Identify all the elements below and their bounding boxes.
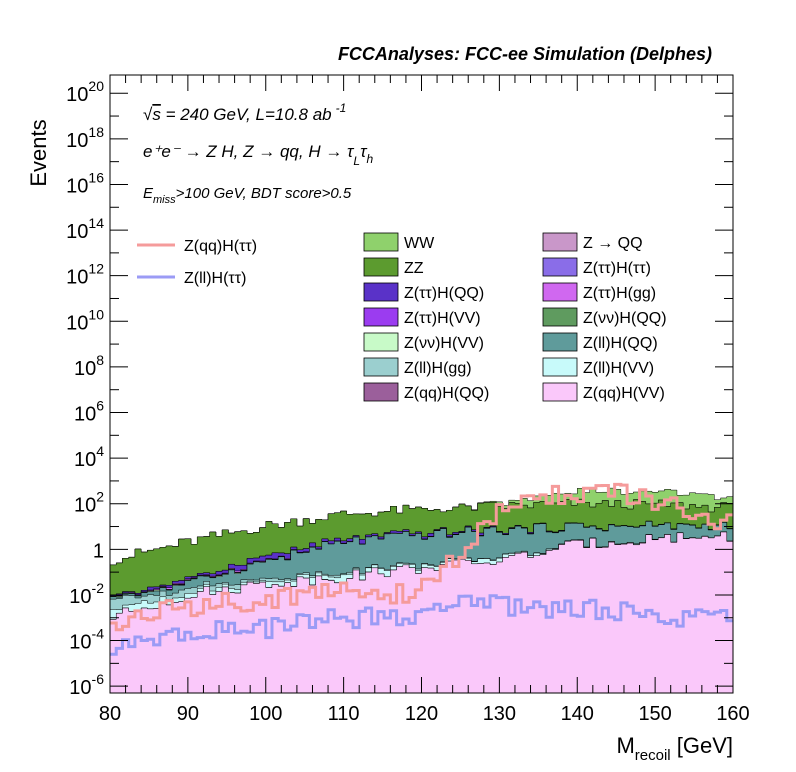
- legend-bkg-label: Z(ττ)H(gg): [583, 285, 656, 302]
- legend-bkg-swatch: [542, 257, 578, 277]
- y-tick-label: 10-6: [69, 671, 104, 699]
- y-tick-label: 1016: [66, 169, 104, 197]
- x-tick-label: 90: [177, 703, 199, 725]
- legend-bkg-swatch: [542, 232, 578, 252]
- legend-bkg-label: Z(νν)H(VV): [404, 335, 484, 352]
- y-axis: 10-6 10-4 10-2 1 102 104 106 108 1010 1012 1014 101…: [66, 78, 733, 699]
- legend-signal-label: Z(qq)H(ττ): [184, 238, 257, 255]
- y-axis-title: Events: [26, 119, 51, 186]
- x-axis-title-unit: [GeV]: [671, 733, 733, 758]
- legend-bkg-swatch: [363, 307, 399, 327]
- x-axis-title-sub: recoil: [635, 747, 671, 764]
- legend-bkg-swatch: [542, 307, 578, 327]
- y-tick-label: 1014: [66, 215, 104, 243]
- signal-line-0: [110, 482, 733, 632]
- y-tick-label: 1012: [66, 261, 104, 289]
- signal-line-1: [110, 594, 733, 656]
- legend-bkg-swatch: [363, 232, 399, 252]
- x-tick-label: 160: [716, 703, 749, 725]
- legend-bkg-label: Z(ll)H(VV): [583, 360, 654, 377]
- selection-text: >100 GeV, BDT score>0.5: [176, 185, 352, 202]
- x-tick-label: 140: [561, 703, 594, 725]
- y-tick-label: 108: [74, 352, 104, 380]
- legend-signals: Z(qq)H(ττ) Z(ll)H(ττ): [137, 238, 257, 287]
- legend-signal-label: Z(ll)H(ττ): [184, 270, 246, 287]
- legend-bkg-swatch: [363, 382, 399, 402]
- selection-sub-miss: miss: [153, 194, 176, 206]
- annotations: √s = 240 GeV, L=10.8 ab -1 e⁺e⁻ → Z H, Z …: [143, 101, 373, 206]
- y-tick-label: 1: [93, 540, 104, 562]
- x-axis: 80 90 100 110 120 130 140 150 160: [99, 75, 750, 725]
- legend-bkg-label: Z(qq)H(VV): [583, 385, 665, 402]
- annotation-selection: Emiss>100 GeV, BDT score>0.5: [143, 185, 352, 206]
- legend-bkg-swatch: [542, 382, 578, 402]
- legend-bkg-label: Z(ll)H(gg): [404, 360, 472, 377]
- y-tick-label: 10-4: [69, 626, 104, 654]
- signal-lines: [110, 482, 733, 656]
- legend-bkg-label: Z(νν)H(QQ): [583, 310, 667, 327]
- legend-backgrounds: WW ZZ Z(ττ)H(QQ) Z(ττ)H(VV) Z(νν)H(VV) Z(ll)H…: [363, 232, 667, 402]
- lumi-exponent: -1: [336, 101, 347, 115]
- legend-bkg-swatch: [363, 282, 399, 302]
- y-tick-label: 102: [74, 489, 104, 517]
- y-tick-label: 1020: [66, 78, 104, 106]
- legend-bkg-label: Z(ll)H(QQ): [583, 335, 658, 352]
- x-tick-label: 130: [483, 703, 516, 725]
- legend-bkg-label: Z(ττ)H(QQ): [404, 285, 484, 302]
- y-tick-label: 1018: [66, 124, 104, 152]
- plot-area: [109, 482, 734, 694]
- x-tick-label: 80: [99, 703, 121, 725]
- legend-bkg-swatch: [363, 332, 399, 352]
- legend-bkg-swatch: [542, 282, 578, 302]
- sqrt-s: s: [152, 105, 161, 124]
- x-axis-title: Mrecoil [GeV]: [616, 733, 733, 764]
- legend-bkg-label: Z(ττ)H(VV): [404, 310, 481, 327]
- y-tick-label: 104: [74, 443, 104, 471]
- legend-bkg-label: WW: [404, 235, 435, 252]
- energy-lumi-text: = 240 GeV, L=10.8 ab: [161, 105, 332, 124]
- sqrt-symbol: √: [143, 105, 153, 124]
- background-stack: [109, 487, 734, 694]
- y-tick-label: 10-2: [69, 580, 104, 608]
- process-sub-L: L: [353, 154, 360, 168]
- selection-E: E: [143, 185, 154, 202]
- legend-bkg-label: ZZ: [404, 260, 424, 277]
- x-tick-label: 100: [249, 703, 282, 725]
- legend-bkg-swatch: [542, 332, 578, 352]
- annotation-energy-lumi: √s = 240 GeV, L=10.8 ab -1: [143, 101, 346, 124]
- legend-bkg-label: Z(ττ)H(ττ): [583, 260, 651, 277]
- x-tick-label: 120: [405, 703, 438, 725]
- chart-title: FCCAnalyses: FCC-ee Simulation (Delphes): [338, 44, 712, 64]
- y-tick-label: 1010: [66, 306, 104, 334]
- legend-bkg-swatch: [363, 257, 399, 277]
- process-text: e⁺e⁻ → Z H, Z → qq, H → τ: [143, 142, 355, 161]
- legend-bkg-label: Z → QQ: [583, 235, 643, 252]
- process-sub-h: h: [366, 152, 373, 166]
- x-tick-label: 150: [638, 703, 671, 725]
- legend-bkg-swatch: [542, 357, 578, 377]
- annotation-process: e⁺e⁻ → Z H, Z → qq, H → τLτh: [143, 142, 373, 168]
- legend-bkg-swatch: [363, 357, 399, 377]
- process-tau: τ: [360, 142, 368, 161]
- x-axis-title-main: M: [616, 733, 634, 758]
- y-tick-label: 106: [74, 398, 104, 426]
- x-tick-label: 110: [328, 703, 360, 725]
- legend-bkg-label: Z(qq)H(QQ): [404, 385, 489, 402]
